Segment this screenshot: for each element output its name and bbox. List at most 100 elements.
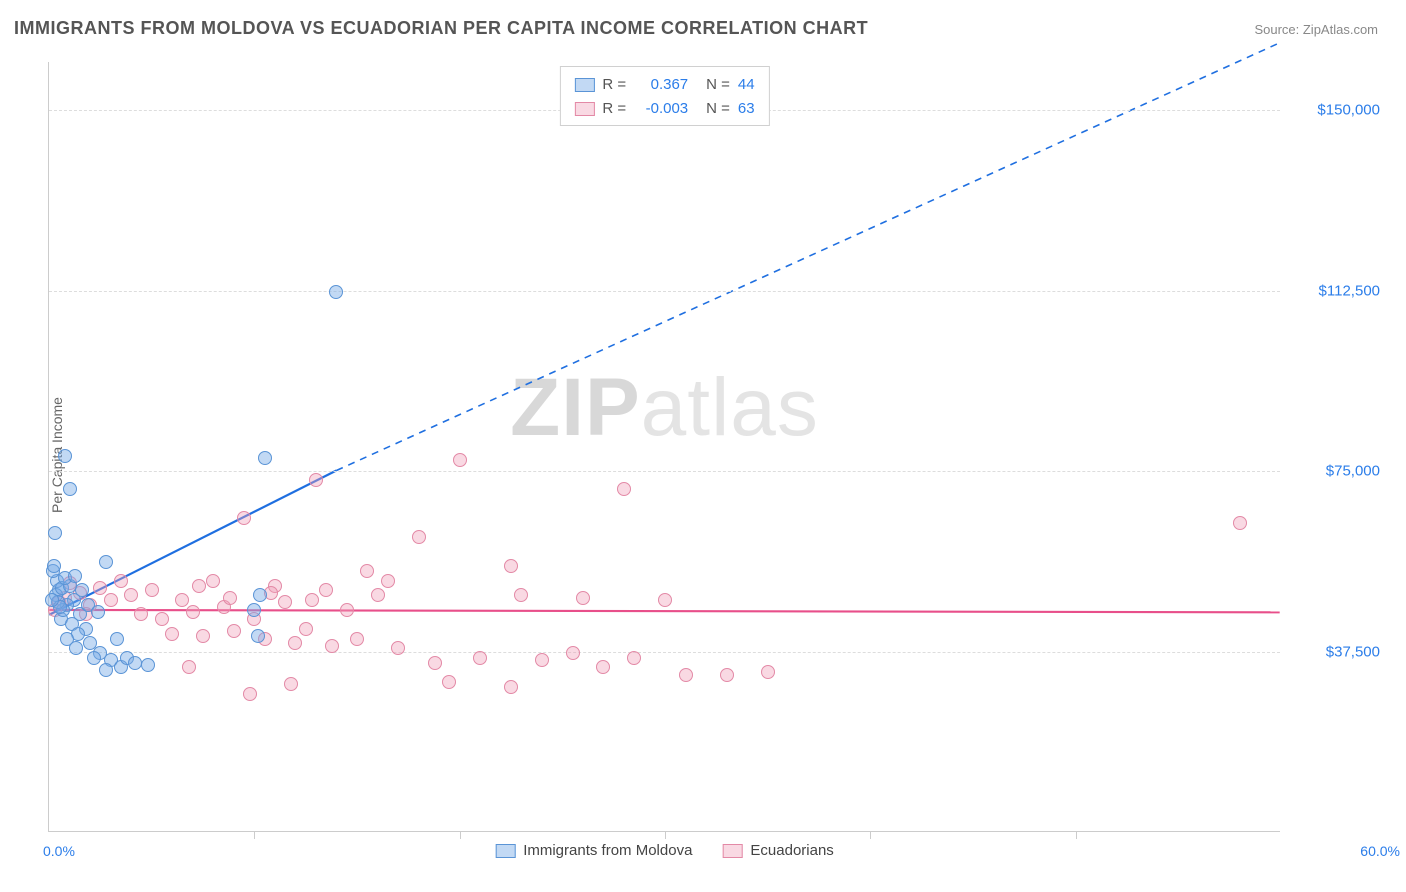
point-ecuadorian [381,574,395,588]
y-tick-label: $150,000 [1290,102,1380,119]
point-ecuadorian [288,636,302,650]
point-ecuadorian [134,607,148,621]
point-moldova [69,641,83,655]
point-moldova [91,605,105,619]
point-moldova [258,451,272,465]
point-ecuadorian [227,624,241,638]
point-ecuadorian [720,668,734,682]
point-moldova [48,526,62,540]
point-moldova [68,569,82,583]
legend-swatch [495,844,515,858]
legend-r-value: -0.003 [634,97,688,121]
point-ecuadorian [284,677,298,691]
point-ecuadorian [145,583,159,597]
point-moldova [58,449,72,463]
point-ecuadorian [124,588,138,602]
point-ecuadorian [309,473,323,487]
point-ecuadorian [155,612,169,626]
legend-swatch [722,844,742,858]
legend-series-item: Ecuadorians [722,842,833,859]
point-ecuadorian [192,579,206,593]
legend-series-label: Immigrants from Moldova [523,842,692,859]
point-ecuadorian [206,574,220,588]
point-ecuadorian [196,629,210,643]
point-ecuadorian [473,651,487,665]
point-ecuadorian [658,593,672,607]
point-ecuadorian [325,639,339,653]
x-max-label: 60.0% [1290,843,1400,859]
point-moldova [99,555,113,569]
y-tick-label: $75,000 [1290,463,1380,480]
y-gridline [49,652,1280,653]
x-tick [665,831,666,839]
point-ecuadorian [278,595,292,609]
point-moldova [75,583,89,597]
watermark-atlas: atlas [641,362,819,453]
legend-row: R =-0.003N =63 [574,97,754,121]
point-ecuadorian [617,482,631,496]
point-moldova [99,663,113,677]
y-tick-label: $37,500 [1290,643,1380,660]
x-tick [254,831,255,839]
point-ecuadorian [679,668,693,682]
source-attribution: Source: ZipAtlas.com [1254,22,1378,37]
point-ecuadorian [299,622,313,636]
point-ecuadorian [566,646,580,660]
y-gridline [49,471,1280,472]
point-ecuadorian [319,583,333,597]
watermark: ZIPatlas [510,361,819,455]
point-moldova [63,482,77,496]
point-moldova [87,651,101,665]
point-ecuadorian [391,641,405,655]
legend-n-value: 44 [738,73,755,97]
point-moldova [110,632,124,646]
point-ecuadorian [165,627,179,641]
trend-lines [49,62,1280,831]
legend-swatch [574,102,594,116]
point-ecuadorian [175,593,189,607]
x-tick [870,831,871,839]
point-ecuadorian [237,511,251,525]
point-ecuadorian [535,653,549,667]
legend-n-label: N = [706,73,730,97]
point-moldova [247,603,261,617]
point-moldova [47,559,61,573]
point-ecuadorian [428,656,442,670]
point-ecuadorian [360,564,374,578]
point-ecuadorian [114,574,128,588]
point-ecuadorian [576,591,590,605]
point-ecuadorian [182,660,196,674]
point-ecuadorian [340,603,354,617]
point-ecuadorian [596,660,610,674]
x-min-label: 0.0% [43,843,75,859]
point-ecuadorian [504,680,518,694]
x-tick [1076,831,1077,839]
point-ecuadorian [1233,516,1247,530]
point-ecuadorian [305,593,319,607]
point-moldova [329,285,343,299]
point-ecuadorian [627,651,641,665]
point-ecuadorian [761,665,775,679]
legend-n-label: N = [706,97,730,121]
point-moldova [45,593,59,607]
legend-r-label: R = [602,97,626,121]
legend-series-item: Immigrants from Moldova [495,842,692,859]
legend-row: R =0.367N =44 [574,73,754,97]
legend-series: Immigrants from Moldova Ecuadorians [495,842,834,859]
point-ecuadorian [442,675,456,689]
point-ecuadorian [412,530,426,544]
legend-r-label: R = [602,73,626,97]
point-ecuadorian [104,593,118,607]
point-ecuadorian [371,588,385,602]
watermark-zip: ZIP [510,362,641,453]
point-ecuadorian [243,687,257,701]
point-ecuadorian [223,591,237,605]
point-moldova [141,658,155,672]
chart-title: IMMIGRANTS FROM MOLDOVA VS ECUADORIAN PE… [14,18,868,39]
y-gridline [49,291,1280,292]
point-ecuadorian [93,581,107,595]
x-tick [460,831,461,839]
point-moldova [251,629,265,643]
legend-swatch [574,78,594,92]
plot-area: Per Capita Income ZIPatlas R =0.367N =44… [48,62,1280,832]
